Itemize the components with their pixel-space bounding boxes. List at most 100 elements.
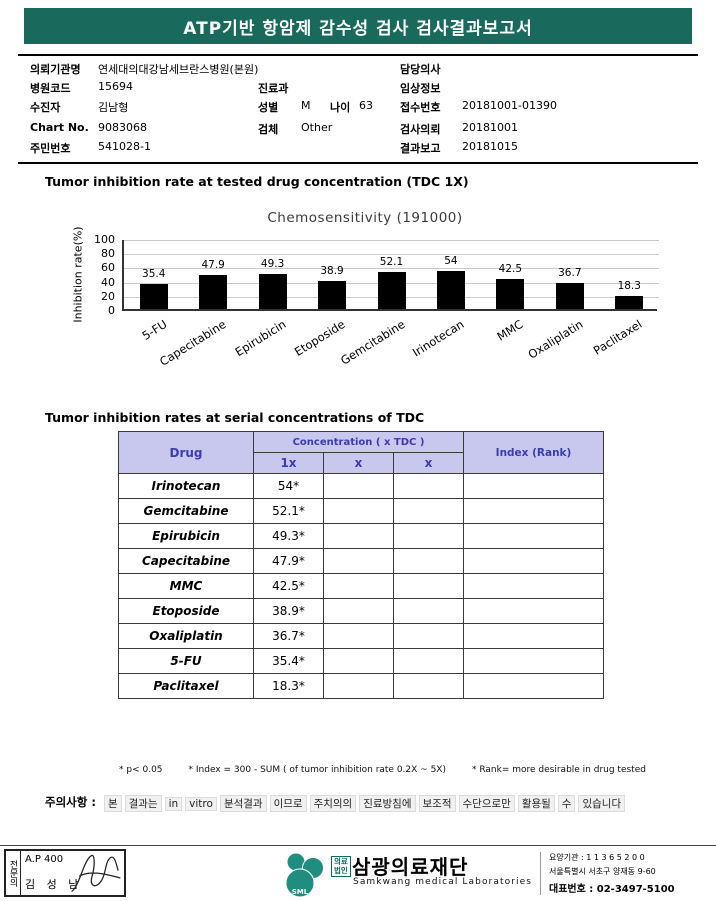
caution-word: 활용될 xyxy=(517,795,555,812)
phone-number: 대표번호 : 02-3497-5100 xyxy=(549,884,675,895)
value-x3-cell xyxy=(393,473,464,499)
value-x3-cell xyxy=(393,673,464,699)
bar-value-label: 49.3 xyxy=(260,258,285,270)
request-date-label: 검사의뢰 xyxy=(400,123,441,136)
signature-icon xyxy=(71,854,121,892)
value-1x-cell: 36.7* xyxy=(253,623,324,649)
bar xyxy=(199,275,228,309)
organization-name: 삼광의료재단 xyxy=(352,855,469,879)
drug-name-cell: 5-FU xyxy=(118,648,254,674)
bar-value-label: 36.7 xyxy=(558,266,582,279)
value-x2-cell xyxy=(323,673,394,699)
caution-word: 분석결과 xyxy=(219,795,267,812)
drug-name-cell: Gemcitabine xyxy=(118,498,254,524)
bar xyxy=(555,282,584,309)
samkwang-logo-icon: SML xyxy=(285,852,324,898)
resident-no-value: 541028-1 xyxy=(98,140,151,153)
certifier-box: 전문의 A.P 400 김 성 남 xyxy=(4,849,126,897)
value-1x-cell: 18.3* xyxy=(253,673,324,699)
chart-plot: 35.4 47.9 49.3 38.9 52.1 54 42.5 36.7 18.3 xyxy=(122,240,659,311)
drug-table-body: Irinotecan 54* Gemcitabine 52.1* Epirubicin 4… xyxy=(118,473,604,699)
col-header-concentration: Concentration ( x TDC ) xyxy=(253,431,464,453)
drug-name-cell: Capecitabine xyxy=(118,548,254,574)
value-1x-cell: 38.9* xyxy=(253,598,324,624)
hospital-code-label: 병원코드 xyxy=(30,82,71,95)
caution-label: 주의사항 : xyxy=(45,795,96,809)
sex-value: M xyxy=(301,99,311,112)
sex-label: 성별 xyxy=(258,101,279,114)
footer-contact-info: 요양기관 : 1 1 3 6 5 2 0 0 서울특별시 서초구 양재동 9-6… xyxy=(540,852,675,895)
col-header-drug: Drug xyxy=(118,431,254,474)
gridline xyxy=(124,240,659,241)
footnote: * p< 0.05 xyxy=(119,765,163,775)
index-rank-cell xyxy=(463,473,604,499)
hospital-code-value: 15694 xyxy=(98,80,133,93)
drug-table: Drug Concentration ( x TDC ) Index (Rank… xyxy=(118,431,604,699)
report-title-banner: ATP기반 항암제 감수성 검사 검사결과보고서 xyxy=(24,8,692,44)
value-x3-cell xyxy=(393,623,464,649)
value-1x-cell: 42.5* xyxy=(253,573,324,599)
y-tick-label: 20 xyxy=(101,289,115,303)
drug-name-cell: Irinotecan xyxy=(118,473,254,499)
table-section-heading: Tumor inhibition rates at serial concent… xyxy=(45,410,425,425)
examinee-value: 김남형 xyxy=(98,101,129,114)
certifier-main: A.P 400 김 성 남 xyxy=(21,851,124,895)
request-date-value: 20181001 xyxy=(462,121,518,134)
corp-badge-line2: 법인 xyxy=(334,865,348,875)
value-x2-cell xyxy=(323,648,394,674)
index-rank-cell xyxy=(463,548,604,574)
col-header-x3: x xyxy=(393,452,464,474)
bar-value-label: 47.9 xyxy=(201,259,225,271)
index-rank-cell xyxy=(463,623,604,649)
value-x2-cell xyxy=(323,498,394,524)
caution-word: 결과는 xyxy=(124,795,162,812)
gridline xyxy=(124,268,659,270)
value-x3-cell xyxy=(393,598,464,624)
value-x2-cell xyxy=(323,598,394,624)
caution-word: 보조적 xyxy=(418,795,456,812)
index-rank-cell xyxy=(463,673,604,699)
index-rank-cell xyxy=(463,648,604,674)
bar xyxy=(615,296,644,309)
value-x3-cell xyxy=(393,498,464,524)
table-row: Gemcitabine 52.1* xyxy=(118,498,604,524)
age-value: 63 xyxy=(359,99,373,112)
resident-no-label: 주민번호 xyxy=(30,142,71,155)
table-row: Paclitaxel 18.3* xyxy=(118,673,604,699)
certifier-code: A.P 400 xyxy=(25,854,64,865)
value-1x-cell: 52.1* xyxy=(253,498,324,524)
chart-no-value: 9083068 xyxy=(98,121,147,134)
table-row: Capecitabine 47.9* xyxy=(118,548,604,574)
footnotes: * p< 0.05 * Index = 300 - SUM ( of tumor … xyxy=(119,765,672,775)
y-tick-label: 40 xyxy=(101,275,115,289)
value-x2-cell xyxy=(323,573,394,599)
bar xyxy=(318,281,347,309)
bar xyxy=(377,272,406,309)
col-header-1x: 1x xyxy=(253,452,324,474)
examinee-label: 수진자 xyxy=(30,101,61,114)
drug-name-cell: MMC xyxy=(118,573,254,599)
bar-value-label: 52.1 xyxy=(379,256,404,269)
value-x2-cell xyxy=(323,473,394,499)
org-value: 연세대의대강남세브란스병원(본원) xyxy=(98,63,259,76)
specimen-label: 검체 xyxy=(258,123,279,136)
chart-section-heading: Tumor inhibition rate at tested drug con… xyxy=(45,174,469,189)
y-tick-label: 60 xyxy=(101,261,115,275)
drug-name-cell: Paclitaxel xyxy=(118,673,254,699)
value-1x-cell: 47.9* xyxy=(253,548,324,574)
caution-word: 주치의의 xyxy=(309,795,357,812)
index-rank-cell xyxy=(463,523,604,549)
footnote: * Index = 300 - SUM ( of tumor inhibitio… xyxy=(188,765,446,775)
corp-type-badge: 의료 법인 xyxy=(331,856,351,878)
bar-value-label: 54 xyxy=(444,254,458,267)
caution-word: 본 xyxy=(103,795,122,812)
y-tick-label: 80 xyxy=(101,247,115,261)
bar-value-label: 42.5 xyxy=(498,262,523,275)
bar-value-label: 35.4 xyxy=(142,267,166,280)
bar xyxy=(258,274,287,309)
bar-value-label: 38.9 xyxy=(320,265,344,278)
y-tick-label: 0 xyxy=(108,304,115,317)
caution-word: 진료방침에 xyxy=(359,795,416,812)
caution-words: 본 결과는 in vitro 분석결과 이므로 주치의의 진료방침에 보조적 수단으로만 활용될 수 있… xyxy=(103,792,628,812)
